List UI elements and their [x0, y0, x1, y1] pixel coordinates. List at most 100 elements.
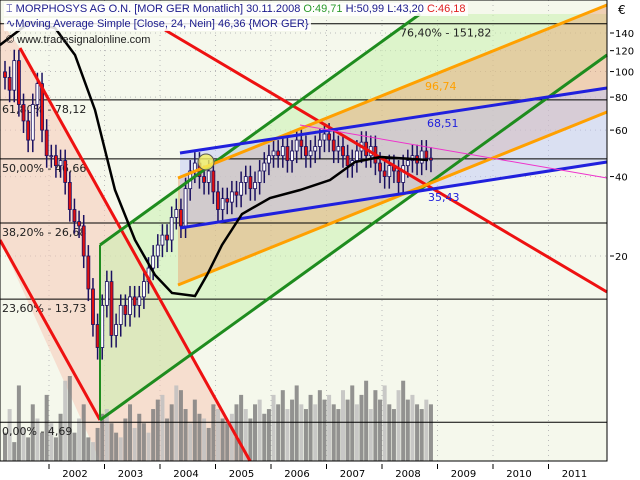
- volume-bar: [44, 394, 49, 461]
- volume-bar: [317, 390, 322, 461]
- candle-body: [276, 150, 281, 157]
- volume-bar: [12, 442, 17, 461]
- volume-bar: [178, 390, 183, 461]
- candle-body: [216, 191, 220, 210]
- volume-bar: [183, 409, 188, 461]
- moving-average-line: [0, 20, 429, 298]
- candle-body: [327, 133, 332, 141]
- volume-bar: [109, 423, 114, 461]
- candle-body: [49, 155, 54, 158]
- volume-bar: [364, 380, 369, 461]
- volume-bar: [104, 409, 109, 461]
- candle-body: [405, 160, 410, 167]
- magenta-trend-line: [299, 124, 608, 179]
- volume-bar: [373, 390, 378, 461]
- candle-body: [317, 139, 322, 147]
- volume-bar: [206, 427, 211, 461]
- fib-level-label: 0,00% - 4,69: [2, 425, 72, 438]
- volume-bar: [415, 404, 420, 461]
- candle-body: [322, 133, 327, 141]
- volume-bar: [299, 404, 304, 461]
- candle-body: [313, 146, 318, 152]
- candle-body: [336, 146, 341, 152]
- volume-bar: [285, 409, 290, 461]
- candle-body: [91, 288, 95, 325]
- x-tick-label: 2004: [173, 469, 198, 480]
- candle-body: [16, 60, 21, 105]
- volume-bar: [336, 409, 341, 461]
- volume-bar: [141, 423, 146, 461]
- candle-body: [345, 155, 350, 167]
- y-tick-label: 120: [615, 47, 634, 58]
- volume-bar: [322, 399, 327, 461]
- orange-channel-lower-line: [177, 110, 608, 287]
- candle-body: [7, 77, 12, 91]
- volume-bar: [95, 427, 100, 461]
- candle-body: [179, 209, 183, 227]
- green-channel-upper-line: [99, 12, 421, 247]
- volume-bar: [128, 404, 133, 461]
- volume-bar: [169, 404, 174, 461]
- x-tick-label: 2007: [340, 469, 365, 480]
- volume-bar: [331, 404, 336, 461]
- volume-bar: [428, 404, 433, 461]
- candle-body: [123, 304, 128, 315]
- candle-body: [151, 255, 156, 269]
- candle-body: [30, 104, 35, 141]
- y-tick-label: 140: [615, 29, 634, 40]
- moving-average-icon: ∿: [6, 18, 16, 30]
- candle-body: [21, 104, 26, 122]
- candle-body: [211, 170, 216, 193]
- x-tick-label: 2003: [118, 469, 143, 480]
- volume-bar: [424, 399, 429, 461]
- candle-body: [396, 170, 401, 183]
- volume-bar: [118, 437, 123, 461]
- green-channel-lower-line: [99, 53, 608, 422]
- blue-channel-lower-line: [179, 160, 608, 230]
- candles: [3, 49, 433, 360]
- volume-bar: [90, 442, 95, 461]
- candle-body: [160, 234, 165, 246]
- candle-body: [378, 162, 382, 172]
- y-tick-label: 40: [615, 173, 628, 184]
- open-value: O:49,71: [303, 3, 343, 15]
- volume-bar: [72, 432, 77, 461]
- volume-bar: [188, 423, 193, 461]
- candle-body: [100, 304, 105, 348]
- x-tick-label: 2011: [562, 469, 587, 480]
- volume-bar: [396, 390, 401, 461]
- x-tick-label: 2010: [506, 469, 531, 480]
- volume-bar: [49, 423, 54, 461]
- volume-bar: [26, 437, 31, 461]
- copyright: © www.tradesignalonline.com: [6, 34, 151, 46]
- volume-bar: [229, 413, 234, 461]
- volume-bar: [16, 385, 21, 461]
- volume-bar: [3, 432, 7, 461]
- candle-body: [26, 120, 31, 141]
- red-channel-upper-line: [18, 47, 252, 462]
- volume-bar: [391, 409, 396, 461]
- volume-bar: [21, 427, 26, 461]
- fibonacci-levels: 76,40% - 151,82 61,80% - 78,12 50,00% - 46…: [0, 23, 607, 438]
- candle-body: [248, 176, 253, 190]
- candle-body: [132, 296, 137, 306]
- candle-body: [280, 146, 285, 157]
- candle-body: [67, 182, 72, 210]
- candle-body: [294, 139, 299, 152]
- volume-bar: [345, 399, 350, 461]
- candle-body: [419, 150, 424, 164]
- volume-bar: [211, 404, 216, 461]
- close-value: C:46,18: [426, 3, 466, 15]
- candle-body: [308, 150, 313, 157]
- volume-bar: [378, 399, 383, 461]
- candle-body: [165, 234, 169, 241]
- candle-body: [95, 324, 100, 348]
- candle-body: [183, 188, 188, 227]
- volume-bar: [271, 394, 276, 461]
- candle-body: [331, 139, 336, 152]
- fib-level-label: 23,60% - 13,73: [2, 302, 86, 315]
- symbol-line: MORPHOSYS AG O.N. [MOR GER Monatlich] 30…: [15, 3, 301, 15]
- red-trend-line: [164, 28, 608, 294]
- volume-bar: [132, 427, 137, 461]
